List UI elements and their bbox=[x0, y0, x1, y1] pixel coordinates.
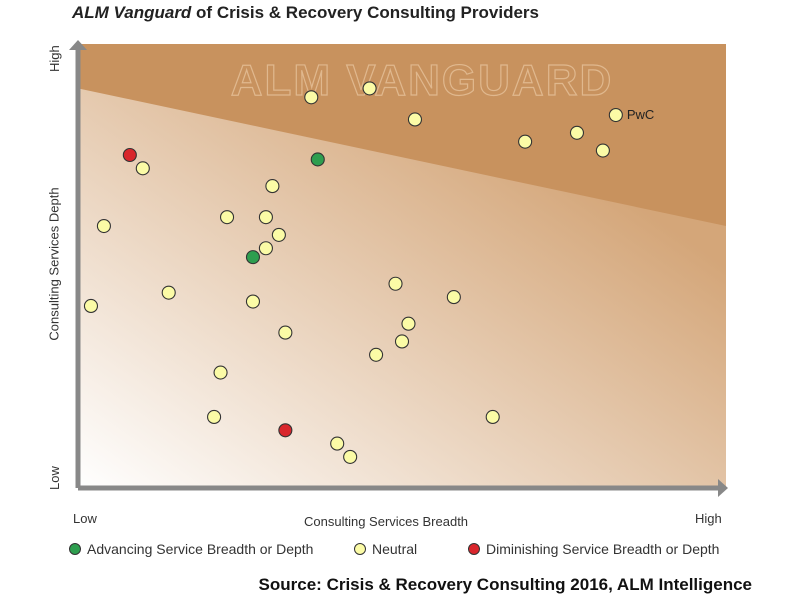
data-label: PwC bbox=[627, 107, 654, 122]
data-point-neutral bbox=[258, 210, 273, 225]
data-point-neutral bbox=[207, 409, 222, 425]
legend-item-diminishing: Diminishing Service Breadth or Depth bbox=[468, 541, 719, 557]
data-point-neutral bbox=[394, 334, 410, 349]
x-tick-high: High bbox=[695, 511, 722, 526]
legend-item-neutral: Neutral bbox=[354, 541, 417, 557]
data-point-neutral bbox=[569, 125, 585, 140]
data-point-neutral bbox=[96, 218, 111, 234]
data-point-neutral bbox=[388, 276, 403, 291]
data-point-neutral bbox=[83, 298, 99, 314]
vanguard-band bbox=[78, 44, 726, 227]
y-axis-label: Consulting Services Depth bbox=[46, 187, 62, 341]
y-axis-arrow bbox=[69, 40, 87, 50]
chart-title: ALM Vanguard of Crisis & Recovery Consul… bbox=[72, 3, 539, 23]
data-point-neutral bbox=[518, 134, 533, 149]
data-point-advancing bbox=[245, 250, 261, 265]
data-point-neutral bbox=[271, 227, 286, 242]
data-point-neutral bbox=[595, 143, 610, 158]
x-tick-low: Low bbox=[73, 511, 97, 526]
y-tick-high: High bbox=[47, 45, 62, 72]
data-point-advancing bbox=[310, 152, 325, 167]
data-point-neutral bbox=[304, 90, 319, 105]
data-point-neutral bbox=[362, 81, 377, 96]
legend-label-diminishing: Diminishing Service Breadth or Depth bbox=[486, 541, 720, 557]
data-point-neutral bbox=[265, 179, 280, 194]
data-point-neutral bbox=[407, 112, 423, 127]
data-point-neutral bbox=[278, 325, 293, 340]
x-axis-arrow bbox=[718, 479, 728, 497]
data-point-neutral bbox=[446, 290, 461, 305]
data-point-neutral bbox=[401, 316, 416, 331]
data-point-neutral bbox=[219, 210, 235, 225]
chart-title-italic: ALM Vanguard bbox=[72, 3, 192, 22]
watermark-text: ALM VANGUARD bbox=[231, 56, 614, 105]
legend-marker-diminishing bbox=[468, 543, 480, 555]
chart-title-rest: of Crisis & Recovery Consulting Provider… bbox=[191, 3, 539, 22]
data-point-neutral bbox=[330, 436, 345, 451]
data-point-neutral bbox=[608, 107, 623, 123]
data-point-neutral bbox=[135, 161, 150, 176]
x-axis-label: Consulting Services Breadth bbox=[304, 514, 469, 529]
data-point-neutral bbox=[485, 409, 500, 425]
legend-label-advancing: Advancing Service Breadth or Depth bbox=[87, 541, 314, 557]
data-point-neutral bbox=[213, 365, 228, 380]
legend-marker-advancing bbox=[69, 543, 81, 555]
data-point-neutral bbox=[343, 449, 358, 464]
legend-label-neutral: Neutral bbox=[372, 541, 418, 557]
y-tick-low: Low bbox=[47, 466, 62, 490]
data-point-diminishing bbox=[122, 147, 137, 163]
legend-item-advancing: Advancing Service Breadth or Depth bbox=[69, 541, 313, 557]
data-point-neutral bbox=[369, 347, 384, 362]
data-point-neutral bbox=[245, 294, 261, 309]
source-note: Source: Crisis & Recovery Consulting 201… bbox=[258, 575, 752, 594]
legend-marker-neutral bbox=[354, 543, 366, 555]
data-point-neutral bbox=[258, 241, 273, 256]
data-point-neutral bbox=[161, 285, 176, 300]
data-point-diminishing bbox=[278, 423, 293, 438]
